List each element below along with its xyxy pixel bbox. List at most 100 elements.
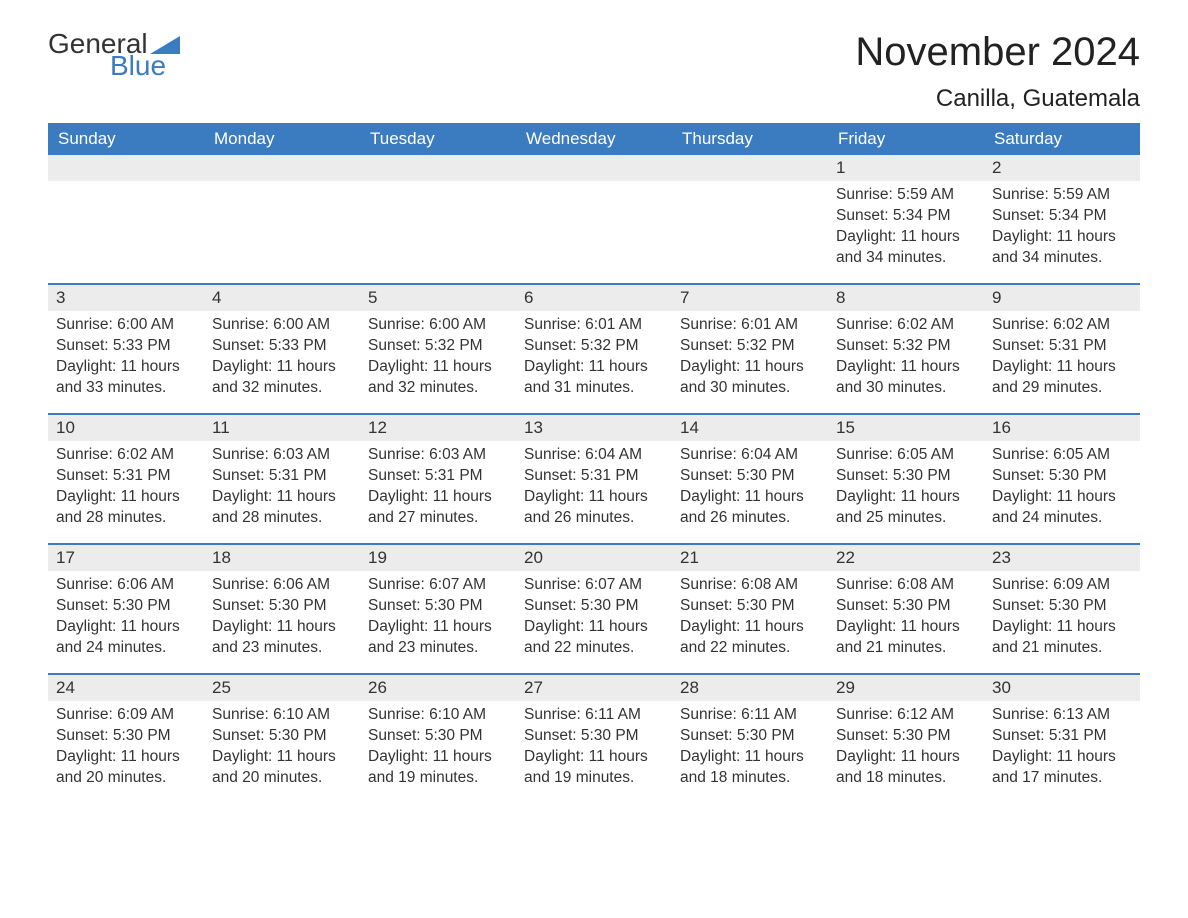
sunset-text: Sunset: 5:32 PM <box>524 336 664 357</box>
day-cell: 4Sunrise: 6:00 AMSunset: 5:33 PMDaylight… <box>204 285 360 413</box>
sunrise-text: Sunrise: 6:02 AM <box>992 315 1132 336</box>
sunrise-text: Sunrise: 6:09 AM <box>56 705 196 726</box>
sunrise-text: Sunrise: 6:13 AM <box>992 705 1132 726</box>
logo: General Blue <box>48 30 180 80</box>
day-number: 13 <box>516 415 672 441</box>
sunset-text: Sunset: 5:30 PM <box>524 726 664 747</box>
sunset-text: Sunset: 5:30 PM <box>56 596 196 617</box>
sunrise-text: Sunrise: 6:11 AM <box>680 705 820 726</box>
daylight-text: Daylight: 11 hours and 17 minutes. <box>992 747 1132 789</box>
sunrise-text: Sunrise: 6:07 AM <box>524 575 664 596</box>
daylight-text: Daylight: 11 hours and 25 minutes. <box>836 487 976 529</box>
sunset-text: Sunset: 5:33 PM <box>56 336 196 357</box>
day-number: 17 <box>48 545 204 571</box>
day-number: 8 <box>828 285 984 311</box>
day-cell: 5Sunrise: 6:00 AMSunset: 5:32 PMDaylight… <box>360 285 516 413</box>
day-cell <box>48 155 204 283</box>
day-body: Sunrise: 6:06 AMSunset: 5:30 PMDaylight:… <box>204 571 360 667</box>
weeks-container: 1Sunrise: 5:59 AMSunset: 5:34 PMDaylight… <box>48 155 1140 803</box>
sunrise-text: Sunrise: 6:10 AM <box>368 705 508 726</box>
sunrise-text: Sunrise: 6:08 AM <box>836 575 976 596</box>
sunrise-text: Sunrise: 6:05 AM <box>836 445 976 466</box>
day-cell: 15Sunrise: 6:05 AMSunset: 5:30 PMDayligh… <box>828 415 984 543</box>
day-number: 14 <box>672 415 828 441</box>
day-cell: 13Sunrise: 6:04 AMSunset: 5:31 PMDayligh… <box>516 415 672 543</box>
sunrise-text: Sunrise: 6:04 AM <box>680 445 820 466</box>
day-number: 4 <box>204 285 360 311</box>
day-body: Sunrise: 6:10 AMSunset: 5:30 PMDaylight:… <box>204 701 360 797</box>
daylight-text: Daylight: 11 hours and 32 minutes. <box>368 357 508 399</box>
daylight-text: Daylight: 11 hours and 26 minutes. <box>524 487 664 529</box>
daylight-text: Daylight: 11 hours and 28 minutes. <box>56 487 196 529</box>
day-body: Sunrise: 6:08 AMSunset: 5:30 PMDaylight:… <box>672 571 828 667</box>
day-body <box>48 181 204 193</box>
daylight-text: Daylight: 11 hours and 34 minutes. <box>836 227 976 269</box>
sunset-text: Sunset: 5:30 PM <box>212 726 352 747</box>
day-number: 11 <box>204 415 360 441</box>
daylight-text: Daylight: 11 hours and 21 minutes. <box>836 617 976 659</box>
sunrise-text: Sunrise: 6:02 AM <box>56 445 196 466</box>
day-number: 10 <box>48 415 204 441</box>
day-body: Sunrise: 6:01 AMSunset: 5:32 PMDaylight:… <box>516 311 672 407</box>
weekday-header: Wednesday <box>516 123 672 155</box>
day-number: 1 <box>828 155 984 181</box>
sunset-text: Sunset: 5:30 PM <box>368 596 508 617</box>
week-row: 3Sunrise: 6:00 AMSunset: 5:33 PMDaylight… <box>48 283 1140 413</box>
day-number <box>516 155 672 181</box>
day-cell: 14Sunrise: 6:04 AMSunset: 5:30 PMDayligh… <box>672 415 828 543</box>
day-number: 29 <box>828 675 984 701</box>
weekday-header-row: Sunday Monday Tuesday Wednesday Thursday… <box>48 123 1140 155</box>
daylight-text: Daylight: 11 hours and 21 minutes. <box>992 617 1132 659</box>
day-number: 12 <box>360 415 516 441</box>
day-body <box>204 181 360 193</box>
sunset-text: Sunset: 5:32 PM <box>368 336 508 357</box>
day-body: Sunrise: 6:00 AMSunset: 5:33 PMDaylight:… <box>204 311 360 407</box>
day-number: 26 <box>360 675 516 701</box>
daylight-text: Daylight: 11 hours and 20 minutes. <box>56 747 196 789</box>
day-body <box>672 181 828 193</box>
calendar: Sunday Monday Tuesday Wednesday Thursday… <box>48 123 1140 803</box>
day-number: 3 <box>48 285 204 311</box>
sunrise-text: Sunrise: 6:10 AM <box>212 705 352 726</box>
sunrise-text: Sunrise: 6:09 AM <box>992 575 1132 596</box>
sunset-text: Sunset: 5:30 PM <box>992 466 1132 487</box>
day-number: 18 <box>204 545 360 571</box>
week-row: 17Sunrise: 6:06 AMSunset: 5:30 PMDayligh… <box>48 543 1140 673</box>
logo-word-blue: Blue <box>110 52 180 80</box>
day-cell: 2Sunrise: 5:59 AMSunset: 5:34 PMDaylight… <box>984 155 1140 283</box>
day-number: 9 <box>984 285 1140 311</box>
day-cell: 27Sunrise: 6:11 AMSunset: 5:30 PMDayligh… <box>516 675 672 803</box>
day-number: 30 <box>984 675 1140 701</box>
sunrise-text: Sunrise: 6:03 AM <box>212 445 352 466</box>
sunrise-text: Sunrise: 5:59 AM <box>836 185 976 206</box>
sunset-text: Sunset: 5:30 PM <box>680 596 820 617</box>
day-number: 25 <box>204 675 360 701</box>
sunset-text: Sunset: 5:31 PM <box>212 466 352 487</box>
sunrise-text: Sunrise: 6:07 AM <box>368 575 508 596</box>
sunrise-text: Sunrise: 6:08 AM <box>680 575 820 596</box>
sunset-text: Sunset: 5:30 PM <box>836 596 976 617</box>
day-cell: 7Sunrise: 6:01 AMSunset: 5:32 PMDaylight… <box>672 285 828 413</box>
sunset-text: Sunset: 5:30 PM <box>680 466 820 487</box>
daylight-text: Daylight: 11 hours and 23 minutes. <box>368 617 508 659</box>
day-body: Sunrise: 6:02 AMSunset: 5:31 PMDaylight:… <box>48 441 204 537</box>
day-number: 21 <box>672 545 828 571</box>
day-cell: 6Sunrise: 6:01 AMSunset: 5:32 PMDaylight… <box>516 285 672 413</box>
day-number: 2 <box>984 155 1140 181</box>
day-body <box>516 181 672 193</box>
week-row: 1Sunrise: 5:59 AMSunset: 5:34 PMDaylight… <box>48 155 1140 283</box>
daylight-text: Daylight: 11 hours and 18 minutes. <box>680 747 820 789</box>
daylight-text: Daylight: 11 hours and 30 minutes. <box>836 357 976 399</box>
day-cell: 1Sunrise: 5:59 AMSunset: 5:34 PMDaylight… <box>828 155 984 283</box>
day-cell <box>204 155 360 283</box>
day-cell: 29Sunrise: 6:12 AMSunset: 5:30 PMDayligh… <box>828 675 984 803</box>
day-body: Sunrise: 6:05 AMSunset: 5:30 PMDaylight:… <box>984 441 1140 537</box>
daylight-text: Daylight: 11 hours and 33 minutes. <box>56 357 196 399</box>
day-body: Sunrise: 5:59 AMSunset: 5:34 PMDaylight:… <box>828 181 984 277</box>
day-cell: 28Sunrise: 6:11 AMSunset: 5:30 PMDayligh… <box>672 675 828 803</box>
daylight-text: Daylight: 11 hours and 19 minutes. <box>524 747 664 789</box>
day-body <box>360 181 516 193</box>
week-row: 24Sunrise: 6:09 AMSunset: 5:30 PMDayligh… <box>48 673 1140 803</box>
day-number <box>672 155 828 181</box>
day-body: Sunrise: 6:05 AMSunset: 5:30 PMDaylight:… <box>828 441 984 537</box>
